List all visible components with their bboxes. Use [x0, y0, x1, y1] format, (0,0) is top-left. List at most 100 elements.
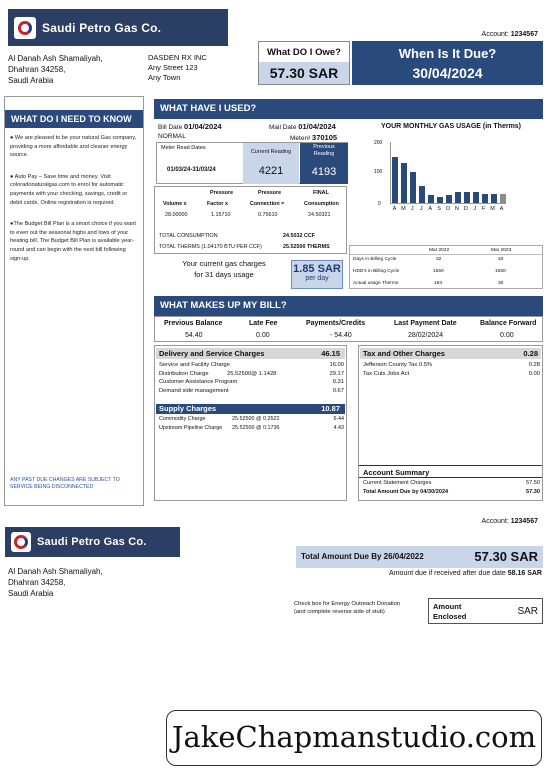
chart-bar: [428, 195, 435, 203]
supply-charges-title: Supply Charges 10.87: [156, 404, 345, 414]
amount-enclosed-field[interactable]: Amount Enclosed SAR: [428, 598, 543, 624]
charge-row: Demand side management 0.67: [159, 388, 344, 395]
chart-bar: [463, 192, 470, 203]
balance-summary: Previous Balance Late Fee Payments/Credi…: [154, 316, 543, 342]
current-reading-cell: Current Reading 4221: [243, 143, 299, 184]
delivery-charges-total: 46.15: [321, 349, 340, 358]
comparison-table: Mar 2022 Mar 2023 Days in Billing Cycle …: [349, 245, 543, 289]
meter-number: Meter# 370105: [290, 133, 338, 142]
x-tick-label: F: [481, 206, 486, 212]
charge-row: Upstream Pipeline Charge 25.52500 @ 0.173…: [159, 424, 344, 431]
chart-bar: [410, 172, 417, 203]
y-tick-label: 200: [374, 140, 383, 146]
chart-bar: [472, 192, 479, 203]
x-tick-label: S: [437, 206, 441, 212]
per-day-box: 1.85 SAR per day: [291, 260, 343, 289]
summary-row: Total Amount Due by 04/30/2024 57.30: [363, 489, 540, 495]
meter-reading-box: Meter Read Dates 01/03/24-31/03/24 Curre…: [156, 142, 348, 184]
company-name: Saudi Petro Gas Co.: [42, 20, 162, 35]
account-number-stub: Account: 1234567: [481, 518, 538, 525]
charge-row: Tax Cuts Jobs Act 0.00: [363, 370, 540, 377]
chart-bar: [401, 162, 408, 203]
supply-charges-total: 10.87: [321, 404, 340, 413]
info-paragraph: ● Auto Pay – Save time and money. Visit …: [10, 173, 128, 206]
x-tick-label: M: [401, 206, 406, 212]
x-tick-label: J: [473, 206, 477, 212]
customer-address-stub: Al Danah Ash Shamaliyah, Dhahran 34258, …: [8, 567, 103, 598]
x-tick-label: N: [454, 206, 459, 212]
x-tick-label: J: [419, 206, 423, 212]
chart-bar: [454, 192, 461, 203]
charge-row: Jefferson County Tax 0.5% 0.28: [363, 362, 540, 368]
past-due-notice: ANY PAST DUE CHANGES ARE SUBJECT TO SERV…: [10, 477, 120, 490]
chart-title: YOUR MONTHLY GAS USAGE (in Therms): [381, 123, 522, 130]
chart-bar: [419, 185, 426, 203]
delivery-charges-box: Delivery and Service Charges 46.15 Servi…: [154, 345, 347, 501]
info-paragraph: ●The Budget Bill Plan is a smart choice …: [10, 221, 136, 262]
per-day-amount: 1.85 SAR: [293, 263, 341, 275]
amount-owed-box: What DO I Owe? 57.30 SAR: [258, 41, 350, 85]
summary-row: Current Statement Charges 57.50: [363, 480, 540, 486]
chart-bar: [499, 193, 506, 203]
chart-bar: [392, 156, 399, 203]
previous-reading-cell: Previous Reading 4193: [300, 143, 348, 184]
delivery-charges-title: Delivery and Service Charges 46.15: [156, 348, 345, 359]
mail-date: Mail Date 01/04/2024: [269, 122, 336, 131]
x-tick-label: A: [392, 206, 397, 212]
x-tick-label: M: [490, 206, 495, 212]
consumption-table: Pressure Pressure FINAL Volume x Factor …: [154, 186, 347, 254]
chart-bar: [446, 195, 452, 203]
delivery-charges-rows: Service and Facility Charge 16.00 Distrib…: [159, 361, 344, 396]
x-tick-label: A: [499, 206, 504, 212]
current-reading: 4221: [258, 165, 284, 177]
x-tick-label: J: [410, 206, 414, 212]
watermark: JakeChapmanstudio.com: [166, 710, 542, 766]
charge-row: Commodity Charge 25.52500 @ 0.2522 6.44: [159, 416, 344, 422]
tax-charges-total: 0.28: [523, 349, 538, 358]
chart-bar: [481, 193, 488, 203]
company-logo-mark-icon: [14, 16, 36, 39]
chart-plot-area: [390, 142, 506, 204]
due-date-box: When Is It Due? 30/04/2024: [352, 41, 543, 85]
account-summary-title: Account Summary: [363, 468, 430, 477]
read-type: NORMAL: [158, 133, 186, 140]
company-logo-stub: Saudi Petro Gas Co.: [5, 527, 180, 557]
due-date: 30/04/2024: [412, 65, 483, 81]
x-tick-label: D: [463, 206, 468, 212]
donation-note: Check box for Energy Outreach Donation (…: [294, 601, 401, 615]
x-tick-label: A: [428, 206, 432, 212]
company-logo: Saudi Petro Gas Co.: [8, 9, 228, 46]
charge-row: Service and Facility Charge 16.00: [159, 362, 344, 368]
chart-bar: [437, 196, 444, 203]
account-number-top: Account: 1234567: [481, 31, 538, 38]
amount-owed: 57.30 SAR: [259, 62, 349, 84]
meter-read-dates: 01/03/24-31/03/24: [167, 167, 216, 173]
info-panel: WHAT DO I NEED TO KNOW ● We are pleased …: [4, 96, 144, 506]
charge-row: Customer Assistance Program 0.31: [159, 379, 344, 386]
charge-row: Distribution Charge 25.52500@ 1.1428 29.17: [159, 370, 344, 377]
tax-charges-rows: Jefferson County Tax 0.5% 0.28 Tax Cuts J…: [363, 361, 540, 378]
current-charges-text: Your current gas charges for 31 days usa…: [182, 259, 266, 279]
customer-address: Al Danah Ash Shamaliyah, Dhahran 34258, …: [8, 54, 103, 85]
service-address: DASDEN RX INC Any Street 123 Any Town: [148, 53, 207, 82]
company-logo-mark-icon: [11, 532, 31, 552]
late-amount: Amount due if received after due date 58…: [389, 570, 542, 577]
y-tick-label: 100: [374, 169, 383, 175]
x-tick-label: O: [445, 206, 451, 212]
bill-date: Bill Date 01/04/2024: [158, 122, 222, 131]
total-consumption: 24.5032 CCF: [283, 233, 316, 239]
total-therms: 25.52500 THERMS: [283, 244, 330, 250]
info-paragraph: ● We are pleased to be your natural Gas …: [10, 135, 137, 159]
stub-total-amount: 57.30 SAR: [474, 549, 538, 564]
supply-charges-rows: Commodity Charge 25.52500 @ 0.2522 6.44 Up…: [159, 415, 344, 432]
bill-section-title: WHAT MAKES UP MY BILL?: [154, 296, 543, 316]
stub-total-due: Total Amount Due By 26/04/2022 57.30 SAR: [296, 546, 543, 568]
account-summary-rows: Current Statement Charges 57.50 Total Amo…: [363, 479, 540, 497]
usage-section-title: WHAT HAVE I USED?: [154, 99, 543, 119]
chart-bar: [490, 193, 497, 203]
info-panel-title: WHAT DO I NEED TO KNOW: [5, 110, 143, 128]
previous-reading: 4193: [311, 166, 337, 178]
y-tick-label: 0: [378, 201, 381, 207]
